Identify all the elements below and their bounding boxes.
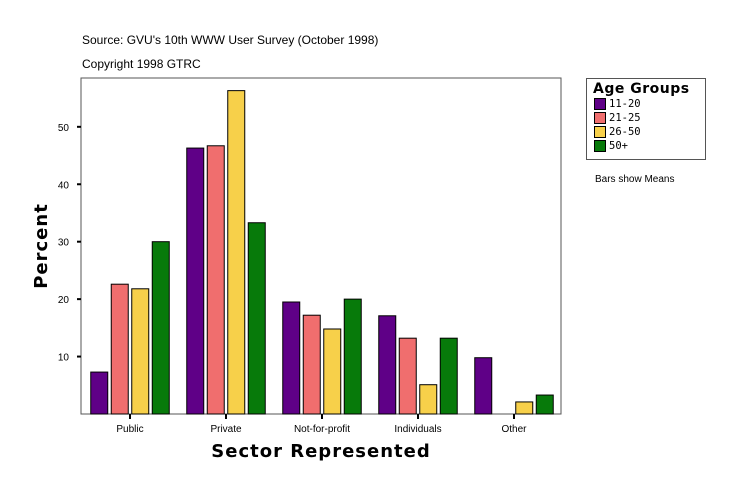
bar-50+-Not-for-profit xyxy=(343,298,362,415)
y-tick-label: 30 xyxy=(58,238,70,249)
source-text: Source: GVU's 10th WWW User Survey (Octo… xyxy=(82,33,379,47)
x-tick-label: Not-for-profit xyxy=(294,424,350,435)
legend-title: Age Groups xyxy=(593,81,690,97)
x-tick-label: Other xyxy=(501,424,527,435)
legend-item: 11-20 xyxy=(594,97,705,111)
note-text: Bars show Means xyxy=(595,174,675,185)
bar-11-20-Public xyxy=(90,371,109,415)
y-tick-label: 10 xyxy=(58,353,70,364)
x-axis-label: Sector Represented xyxy=(211,441,430,462)
bar-26-50-Other xyxy=(515,401,534,415)
bar-11-20-Not-for-profit xyxy=(282,301,301,415)
x-tick-label: Public xyxy=(116,424,143,435)
bar-26-50-Not-for-profit xyxy=(323,328,342,415)
bar-11-20-Individuals xyxy=(378,315,397,415)
x-tick-label: Individuals xyxy=(394,424,441,435)
legend-item: 50+ xyxy=(594,139,705,153)
legend-label: 50+ xyxy=(609,140,628,152)
bar-21-25-Not-for-profit xyxy=(302,314,321,415)
y-tick-label: 20 xyxy=(58,295,70,306)
bar-21-25-Public xyxy=(110,283,129,415)
bar-50+-Private xyxy=(247,222,266,415)
bar-21-25-Individuals xyxy=(398,337,417,415)
legend-item: 21-25 xyxy=(594,111,705,125)
bar-11-20-Other xyxy=(474,357,493,415)
bar-11-20-Private xyxy=(186,147,205,415)
legend-swatch xyxy=(594,112,606,124)
bar-50+-Other xyxy=(535,394,554,415)
y-tick-label: 40 xyxy=(58,180,70,191)
y-axis-label: Percent xyxy=(31,203,52,289)
legend-label: 21-25 xyxy=(609,112,641,124)
legend-swatch xyxy=(594,98,606,110)
x-tick-label: Private xyxy=(210,424,242,435)
bar-26-50-Private xyxy=(227,90,246,415)
bar-50+-Public xyxy=(151,241,170,415)
legend-label: 11-20 xyxy=(609,98,641,110)
legend-label: 26-50 xyxy=(609,126,641,138)
bar-50+-Individuals xyxy=(439,337,458,415)
bar-26-50-Individuals xyxy=(419,384,438,415)
legend-item: 26-50 xyxy=(594,125,705,139)
copyright-text: Copyright 1998 GTRC xyxy=(82,57,201,71)
legend: Age Groups 11-20 21-25 26-50 50+ xyxy=(586,78,706,160)
bar-26-50-Public xyxy=(131,288,150,415)
y-tick-label: 50 xyxy=(58,123,70,134)
legend-swatch xyxy=(594,140,606,152)
bar-21-25-Private xyxy=(206,145,225,415)
legend-swatch xyxy=(594,126,606,138)
